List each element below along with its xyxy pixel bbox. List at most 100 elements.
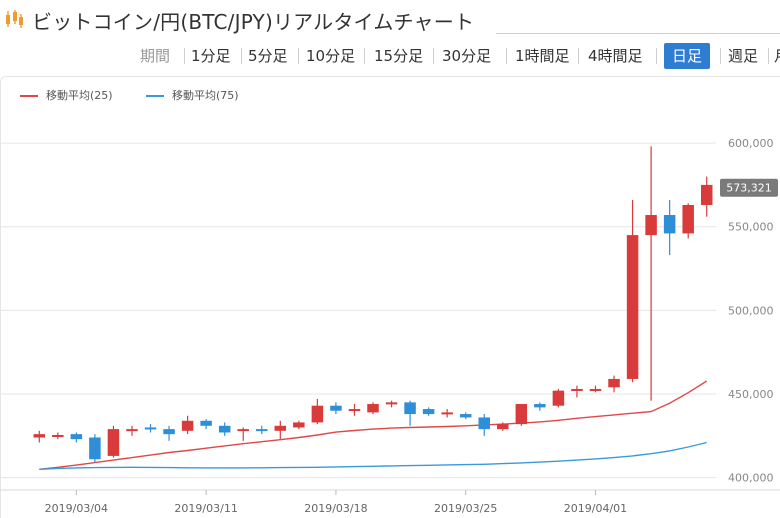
x-tick-label: 2019/04/01 <box>564 502 627 515</box>
y-tick-label: 400,000 <box>728 472 774 485</box>
legend-label-ma25: 移動平均(25) <box>46 89 113 102</box>
period-4hour[interactable]: 4時間足 <box>588 47 643 65</box>
legend-swatch-ma25 <box>20 95 38 97</box>
candle-body <box>459 414 472 418</box>
legend-item-ma25[interactable]: 移動平均(25) <box>20 88 150 104</box>
period-5min[interactable]: 5分足 <box>248 47 288 65</box>
candle <box>126 425 138 436</box>
candle-body <box>682 204 694 234</box>
candle <box>33 430 46 443</box>
candle <box>515 404 528 426</box>
y-tick-label: 500,000 <box>728 304 774 317</box>
x-tick-label: 2019/03/11 <box>174 502 237 515</box>
candle-body <box>163 429 175 435</box>
period-divider <box>298 48 299 64</box>
candle-body <box>441 412 453 415</box>
candle <box>497 422 509 431</box>
candle <box>626 199 639 383</box>
candle-body <box>404 402 416 415</box>
candle-body <box>218 425 231 433</box>
candle-body <box>200 420 212 426</box>
last-price-label: 573,321 <box>726 182 772 195</box>
candle <box>52 432 64 440</box>
candle <box>107 425 120 458</box>
candle-body <box>422 409 435 415</box>
chart-panel <box>0 76 780 518</box>
candle <box>645 146 657 401</box>
candle-body <box>311 405 324 423</box>
candle <box>330 402 342 415</box>
period-1min[interactable]: 1分足 <box>191 47 231 65</box>
period-divider <box>184 48 185 64</box>
candle-body <box>293 422 305 428</box>
candle <box>589 385 602 393</box>
period-divider <box>768 48 769 64</box>
period-divider <box>364 48 365 64</box>
x-tick-label: 2019/03/18 <box>304 502 367 515</box>
candle <box>534 402 546 411</box>
candle-body <box>608 378 620 388</box>
candle <box>663 199 676 256</box>
candle-body <box>181 420 194 431</box>
title-bar: ビットコイン/円(BTC/JPY)リアルタイムチャート <box>0 0 780 40</box>
candle <box>552 388 565 408</box>
period-divider <box>506 48 507 64</box>
candle-body <box>385 402 398 405</box>
legend-label-ma75: 移動平均(75) <box>172 89 239 102</box>
candle <box>608 375 620 393</box>
ma75-line <box>39 441 707 470</box>
period-label: 期間 <box>140 47 171 65</box>
candle <box>682 203 694 239</box>
candle <box>348 404 361 416</box>
period-1hour[interactable]: 1時間足 <box>515 47 570 65</box>
period-daily[interactable]: 日足 <box>664 43 711 69</box>
candle <box>70 432 83 443</box>
period-15min[interactable]: 15分足 <box>374 47 424 65</box>
candle <box>478 414 490 436</box>
y-tick-label: 600,000 <box>728 137 774 150</box>
candle-body <box>534 404 546 408</box>
candle <box>256 425 268 435</box>
period-divider <box>433 48 434 64</box>
ma25-line <box>39 380 708 470</box>
candle <box>404 400 416 426</box>
candle-body <box>497 424 509 430</box>
candle-body <box>89 437 101 460</box>
candle-body <box>107 429 120 456</box>
candle-body <box>663 215 676 234</box>
period-10min[interactable]: 10分足 <box>306 47 356 65</box>
candle <box>459 412 472 420</box>
period-divider <box>578 48 579 64</box>
candle <box>367 402 379 415</box>
candle-body <box>52 434 64 437</box>
period-divider <box>656 48 657 64</box>
candle-body <box>515 404 528 425</box>
candle-body <box>274 425 287 431</box>
candle <box>163 425 175 441</box>
period-monthly[interactable]: 月 <box>774 42 780 70</box>
period-weekly[interactable]: 週足 <box>728 47 759 65</box>
x-tick-label: 2019/03/04 <box>45 502 108 515</box>
candle-body <box>33 434 46 438</box>
candle <box>571 385 583 398</box>
candle-body <box>571 388 583 391</box>
candle-body <box>645 215 657 236</box>
legend-item-ma75[interactable]: 移動平均(75) <box>146 88 276 104</box>
candle <box>385 400 398 408</box>
candle <box>200 419 212 430</box>
candle-body <box>237 429 249 432</box>
period-divider <box>720 48 721 64</box>
candle <box>700 176 713 217</box>
page-title: ビットコイン/円(BTC/JPY)リアルタイムチャート <box>32 10 475 34</box>
last-price-tag <box>720 178 778 197</box>
candle-body <box>256 429 268 432</box>
candlestick-icon <box>6 10 23 28</box>
period-30min[interactable]: 30分足 <box>442 47 492 65</box>
y-tick-label: 550,000 <box>728 221 774 234</box>
candle-body <box>700 184 713 205</box>
candle <box>422 407 435 416</box>
candle <box>274 420 287 440</box>
period-selector: 期間 1分足 5分足 10分足 15分足 30分足 1時間足 4時間足 日足 週… <box>0 42 780 70</box>
candle <box>293 420 305 430</box>
